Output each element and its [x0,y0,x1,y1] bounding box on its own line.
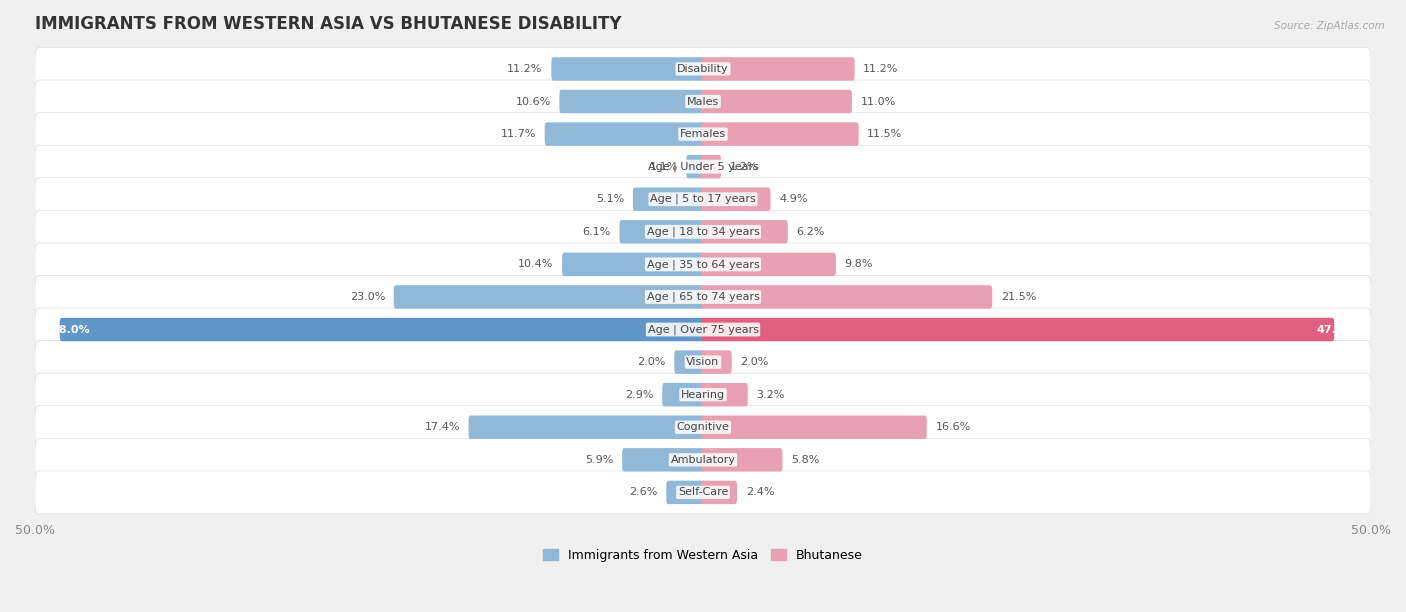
Text: 2.6%: 2.6% [630,487,658,498]
Text: Age | 18 to 34 years: Age | 18 to 34 years [647,226,759,237]
FancyBboxPatch shape [35,438,1371,481]
Text: 21.5%: 21.5% [1001,292,1036,302]
FancyBboxPatch shape [59,318,704,341]
FancyBboxPatch shape [35,80,1371,123]
FancyBboxPatch shape [35,145,1371,188]
Text: 5.9%: 5.9% [585,455,613,465]
Text: 3.2%: 3.2% [756,390,785,400]
FancyBboxPatch shape [35,243,1371,286]
Text: 9.8%: 9.8% [845,259,873,269]
FancyBboxPatch shape [702,57,855,81]
Text: Self-Care: Self-Care [678,487,728,498]
FancyBboxPatch shape [551,57,704,81]
FancyBboxPatch shape [35,341,1371,384]
Text: Age | Over 75 years: Age | Over 75 years [648,324,758,335]
FancyBboxPatch shape [35,471,1371,514]
Text: 11.7%: 11.7% [501,129,536,139]
Text: 1.2%: 1.2% [730,162,758,172]
Text: 1.1%: 1.1% [650,162,678,172]
Text: 47.1%: 47.1% [1316,324,1355,335]
Text: 2.9%: 2.9% [626,390,654,400]
Text: 10.6%: 10.6% [516,97,551,106]
Text: Vision: Vision [686,357,720,367]
Text: Hearing: Hearing [681,390,725,400]
Text: 2.0%: 2.0% [741,357,769,367]
FancyBboxPatch shape [702,187,770,211]
FancyBboxPatch shape [702,122,859,146]
Text: 2.4%: 2.4% [745,487,775,498]
Text: 16.6%: 16.6% [935,422,970,432]
FancyBboxPatch shape [666,480,704,504]
Text: IMMIGRANTS FROM WESTERN ASIA VS BHUTANESE DISABILITY: IMMIGRANTS FROM WESTERN ASIA VS BHUTANES… [35,15,621,33]
FancyBboxPatch shape [702,155,721,178]
Text: 23.0%: 23.0% [350,292,385,302]
FancyBboxPatch shape [702,351,731,374]
Text: Ambulatory: Ambulatory [671,455,735,465]
FancyBboxPatch shape [662,383,704,406]
FancyBboxPatch shape [35,211,1371,253]
Text: Females: Females [681,129,725,139]
Text: 11.2%: 11.2% [863,64,898,74]
Text: Cognitive: Cognitive [676,422,730,432]
FancyBboxPatch shape [702,285,993,308]
Text: 10.4%: 10.4% [517,259,554,269]
FancyBboxPatch shape [544,122,704,146]
Legend: Immigrants from Western Asia, Bhutanese: Immigrants from Western Asia, Bhutanese [538,544,868,567]
Text: 6.2%: 6.2% [797,227,825,237]
Text: 11.5%: 11.5% [868,129,903,139]
FancyBboxPatch shape [702,416,927,439]
Text: Age | 65 to 74 years: Age | 65 to 74 years [647,292,759,302]
FancyBboxPatch shape [35,113,1371,155]
Text: 48.0%: 48.0% [51,324,90,335]
FancyBboxPatch shape [686,155,704,178]
FancyBboxPatch shape [675,351,704,374]
FancyBboxPatch shape [35,373,1371,416]
FancyBboxPatch shape [35,406,1371,449]
Text: Disability: Disability [678,64,728,74]
FancyBboxPatch shape [702,448,783,472]
Text: 11.0%: 11.0% [860,97,896,106]
FancyBboxPatch shape [620,220,704,244]
FancyBboxPatch shape [702,480,737,504]
Text: Source: ZipAtlas.com: Source: ZipAtlas.com [1274,21,1385,31]
Text: Age | 35 to 64 years: Age | 35 to 64 years [647,259,759,270]
FancyBboxPatch shape [35,275,1371,318]
FancyBboxPatch shape [702,90,852,113]
FancyBboxPatch shape [35,177,1371,221]
FancyBboxPatch shape [702,318,1334,341]
Text: 4.9%: 4.9% [779,194,807,204]
FancyBboxPatch shape [394,285,704,308]
FancyBboxPatch shape [35,308,1371,351]
Text: Age | Under 5 years: Age | Under 5 years [648,162,758,172]
Text: Males: Males [688,97,718,106]
FancyBboxPatch shape [35,48,1371,91]
Text: Age | 5 to 17 years: Age | 5 to 17 years [650,194,756,204]
Text: 5.8%: 5.8% [792,455,820,465]
Text: 6.1%: 6.1% [582,227,610,237]
FancyBboxPatch shape [702,383,748,406]
Text: 5.1%: 5.1% [596,194,624,204]
Text: 2.0%: 2.0% [637,357,665,367]
FancyBboxPatch shape [623,448,704,472]
Text: 17.4%: 17.4% [425,422,460,432]
FancyBboxPatch shape [562,253,704,276]
Text: 11.2%: 11.2% [508,64,543,74]
FancyBboxPatch shape [702,220,787,244]
FancyBboxPatch shape [560,90,704,113]
FancyBboxPatch shape [702,253,837,276]
FancyBboxPatch shape [633,187,704,211]
FancyBboxPatch shape [468,416,704,439]
